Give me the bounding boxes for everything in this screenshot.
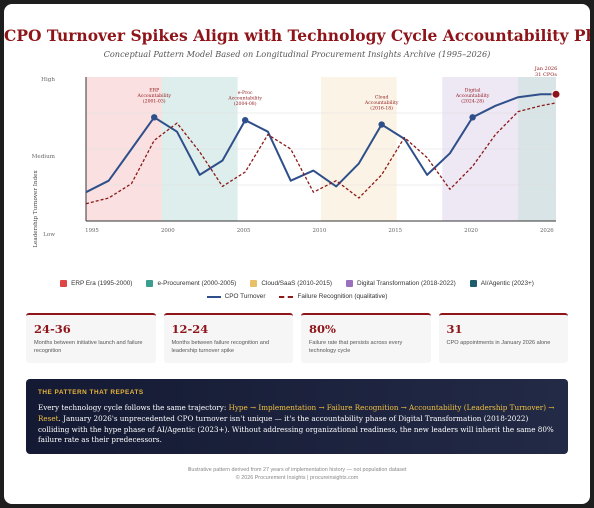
- y-tick-label: High: [41, 77, 55, 83]
- peak-marker: [469, 114, 476, 121]
- pattern-intro: Every technology cycle follows the same …: [38, 403, 229, 412]
- legend-dash-swatch: [279, 295, 294, 298]
- era-legend: ERP Era (1995-2000) e-Procurement (2000-2…: [4, 280, 590, 287]
- legend-item: AI/Agentic (2023+): [469, 280, 534, 287]
- x-tick-label: 2005: [237, 228, 251, 234]
- annotation-label: e-Proc: [238, 90, 253, 96]
- annotation-label: (2024-28): [461, 97, 484, 104]
- stat-card: 24-36 Months between initiative launch a…: [26, 313, 156, 363]
- legend-swatch: [346, 280, 354, 287]
- stat-description: Failure rate that persists across every …: [309, 340, 403, 354]
- stat-description: CPO appointments in January 2026 alone: [446, 340, 551, 346]
- pattern-callout: THE PATTERN THAT REPEATS Every technolog…: [26, 379, 568, 454]
- legend-swatch: [146, 280, 154, 287]
- legend-label: Digital Transformation (2018-2022): [357, 280, 456, 287]
- series-legend: CPO Turnover Failure Recognition (qualita…: [4, 293, 590, 300]
- stat-card: 80% Failure rate that persists across ev…: [301, 313, 431, 363]
- annotation-label: (2001-03): [143, 97, 166, 104]
- cpo-turnover-line: [85, 93, 556, 194]
- legend-item: Digital Transformation (2018-2022): [346, 280, 456, 287]
- footer-copyright: © 2026 Procurement Insights | procureins…: [235, 475, 359, 481]
- peak-marker: [151, 114, 158, 121]
- annotation-label: 31 CPOs: [535, 72, 557, 78]
- legend-label: AI/Agentic (2023+): [480, 280, 534, 287]
- page-subtitle: Conceptual Pattern Model Based on Longit…: [103, 49, 491, 59]
- annotation-label: Accountability: [455, 93, 490, 99]
- pattern-sequence: Hype → Implementation → Failure Recognit…: [38, 403, 555, 423]
- stat-card: 31 CPO appointments in January 2026 alon…: [438, 313, 568, 363]
- stat-card: 12-24 Months between failure recognition…: [163, 313, 293, 363]
- peak-marker: [241, 117, 249, 124]
- legend-item: ERP Era (1995-2000): [60, 280, 132, 287]
- legend-item: Failure Recognition (qualitative): [279, 293, 387, 300]
- pattern-body: . January 2026's unprecedented CPO turno…: [38, 413, 554, 445]
- stat-description: Months between failure recognition and l…: [171, 340, 270, 354]
- stats-row: 24-36 Months between initiative launch a…: [26, 313, 568, 363]
- legend-swatch: [250, 280, 258, 287]
- x-tick-label: 2010: [313, 228, 327, 234]
- x-tick-label: 1995: [85, 228, 99, 234]
- pattern-text: Every technology cycle follows the same …: [38, 403, 556, 446]
- footer-note: Illustrative pattern derived from 27 yea…: [187, 467, 407, 473]
- legend-label: CPO Turnover: [224, 293, 266, 300]
- turnover-chart: High Medium Low Leadership Turnover Index 19…: [32, 66, 561, 248]
- legend-swatch: [469, 280, 477, 287]
- legend-line-swatch: [206, 295, 221, 298]
- legend-item: CPO Turnover: [206, 293, 266, 300]
- legend-item: Cloud/SaaS (2010-2015): [250, 280, 332, 287]
- y-tick-label: Low: [43, 232, 55, 238]
- legend-item: e-Procurement (2000-2005): [146, 280, 236, 287]
- legend-label: ERP Era (1995-2000): [71, 280, 133, 287]
- x-tick-label: 2015: [388, 228, 402, 234]
- y-tick-label: Medium: [32, 154, 56, 160]
- page-title: CPO Turnover Spikes Align with Technolog…: [4, 26, 590, 45]
- peak-marker: [378, 121, 385, 128]
- legend-swatch: [60, 280, 68, 287]
- annotation-label: Digital: [465, 87, 481, 93]
- legend-label: Failure Recognition (qualitative): [297, 293, 388, 300]
- stat-value: 12-24: [171, 322, 209, 336]
- legend-label: Cloud/SaaS (2010-2015): [261, 280, 333, 287]
- stat-value: 31: [446, 322, 463, 336]
- annotation-label: (2004-08): [234, 100, 257, 107]
- annotation-label: (2016-18): [370, 105, 393, 112]
- y-axis-title: Leadership Turnover Index: [33, 170, 39, 248]
- x-tick-label: 2026: [540, 228, 554, 234]
- annotation-label: Jan 2026: [534, 66, 558, 72]
- stat-value: 24-36: [34, 322, 71, 336]
- annotation-label: Accountability: [227, 96, 262, 102]
- annotation-label: Cloud: [375, 95, 389, 101]
- annotation-label: Accountability: [136, 93, 171, 99]
- stat-description: Months between initiative launch and fai…: [34, 340, 143, 354]
- annotation-label: ERP: [149, 87, 159, 93]
- pattern-heading: THE PATTERN THAT REPEATS: [38, 389, 144, 396]
- stat-value: 80%: [309, 322, 336, 336]
- annotation-label: Accountability: [364, 100, 399, 106]
- x-tick-label: 2020: [464, 228, 478, 234]
- legend-label: e-Procurement (2000-2005): [157, 280, 237, 287]
- current-point-marker: [551, 89, 561, 99]
- infographic-card: CPO Turnover Spikes Align with Technolog…: [4, 4, 590, 504]
- x-tick-label: 2000: [161, 228, 175, 234]
